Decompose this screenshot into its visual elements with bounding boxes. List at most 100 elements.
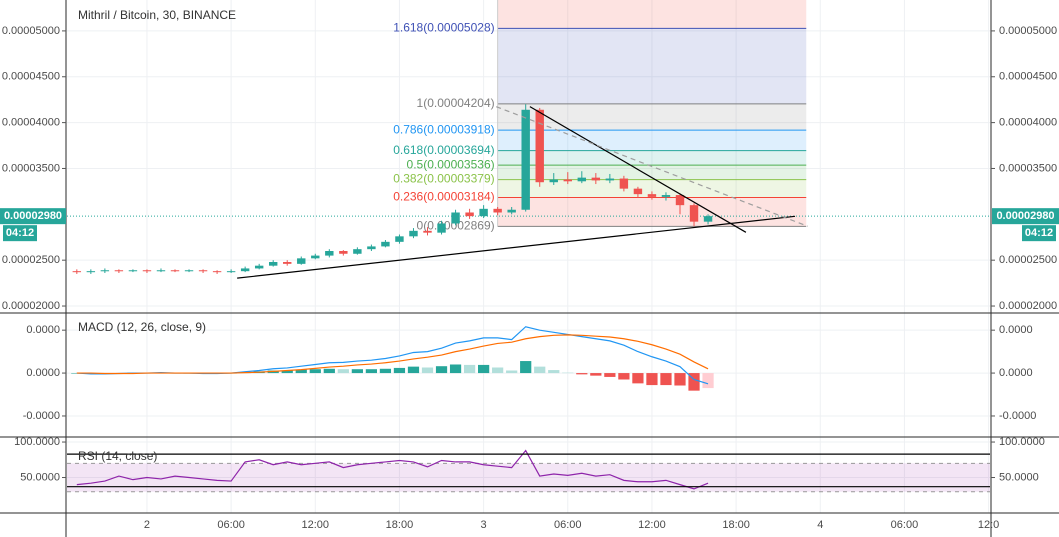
candle-body [226,271,236,273]
y-tick-label: 0.0000 [999,367,1033,379]
fib-label: 0.5(0.00003536) [407,157,495,171]
countdown-box [1022,225,1056,242]
series-line [76,449,709,490]
fib-label: 0.618(0.00003694) [393,143,494,157]
candle-body [689,205,699,222]
candle-body [268,262,278,266]
y-tick-label: 50.0000 [999,471,1039,483]
x-tick-label: 18:00 [386,519,414,531]
candle-body [451,212,460,224]
candle-body [703,216,713,222]
histogram-bar [548,370,560,374]
x-tick-label: 2 [144,519,150,531]
x-tick-label: 3 [481,519,487,531]
candle-body [72,271,82,273]
histogram-bar [309,369,321,374]
histogram-bar [660,373,672,386]
candle-body [86,271,96,273]
candle-body [493,208,502,213]
y-tick-label: 0.00004500 [2,71,60,83]
histogram-bar [576,373,588,375]
histogram-bar [702,373,714,389]
histogram-bar [618,373,630,380]
histogram-bar [632,373,644,384]
histogram-bar [379,368,392,374]
histogram-bar [590,373,602,376]
candle-body [156,270,166,272]
histogram-bar [506,370,518,374]
histogram-bar [365,369,378,374]
x-tick-label: 4 [817,519,823,531]
candle-body [170,270,180,272]
x-tick-label: 06:00 [891,519,919,531]
fib-label: 1(0.00004204) [417,96,495,110]
fib-band [497,197,807,227]
histogram-bar [295,369,307,374]
histogram-bar [449,364,462,374]
fib-band [497,103,807,131]
countdown-label: 04:12 [1025,227,1053,239]
fib-band [497,0,807,29]
histogram-bar [407,366,420,374]
y-tick-label: 100.0000 [999,436,1045,448]
fib-label: 0.382(0.00003379) [393,172,494,186]
x-tick-label: 06:00 [217,519,245,531]
histogram-bar [604,373,616,377]
y-tick-label: 0.00004000 [999,117,1057,129]
candle-body [521,109,530,210]
y-tick-label: 0.00005000 [999,25,1057,37]
candle-body [128,270,138,272]
candle-body [549,179,558,183]
y-tick-label: 0.00002500 [2,254,60,266]
candle-body [675,195,685,206]
x-tick-label: 12:00 [302,519,330,531]
candle-body [184,270,194,272]
last-price-box [992,208,1059,225]
candle-body [605,178,615,181]
histogram-bar [674,373,686,386]
x-tick-label: 06:00 [554,519,582,531]
candle-body [100,270,110,272]
histogram-bar [463,364,476,374]
candle-body [353,249,362,254]
candle-body [339,251,348,254]
fib-label: 0.786(0.00003918) [393,122,494,136]
candle-body [283,262,292,264]
histogram-bar [478,364,490,374]
y-tick-label: 0.00002500 [999,254,1057,266]
x-tick-label: 18:00 [722,519,750,531]
fib-band [497,179,807,198]
candle-body [563,179,572,182]
last-price-box [0,208,66,225]
histogram-bar [562,372,574,374]
y-tick-label: 0.00003500 [999,162,1057,174]
candle-body [381,241,390,247]
countdown-label: 04:12 [6,227,34,239]
candle-body [254,265,264,269]
histogram-bar [534,366,546,374]
y-tick-label: 0.0000 [26,324,60,336]
fib-band [497,165,807,180]
candle-body [240,268,250,272]
candle-body [325,251,334,256]
fib-label: 1.618(0.00005028) [393,21,494,35]
trend-line [496,106,808,227]
last-price-label: 0.00002980 [996,210,1054,222]
histogram-bar [323,368,335,374]
histogram-bar [351,369,363,374]
macd-title: MACD (12, 26, close, 9) [78,320,206,334]
candle-body [367,246,376,250]
trend-line [529,106,747,233]
x-tick-label: 12:0 [978,519,999,531]
y-tick-label: 0.00005000 [2,25,60,37]
candle-body [437,223,446,233]
y-tick-label: 0.00004000 [2,117,60,129]
fib-label: 0.236(0.00003184) [393,190,494,204]
candle-body [198,270,208,272]
y-tick-label: -0.0000 [999,410,1036,422]
histogram-bar [492,367,504,374]
fib-band [497,28,807,104]
histogram-bar [281,370,293,374]
